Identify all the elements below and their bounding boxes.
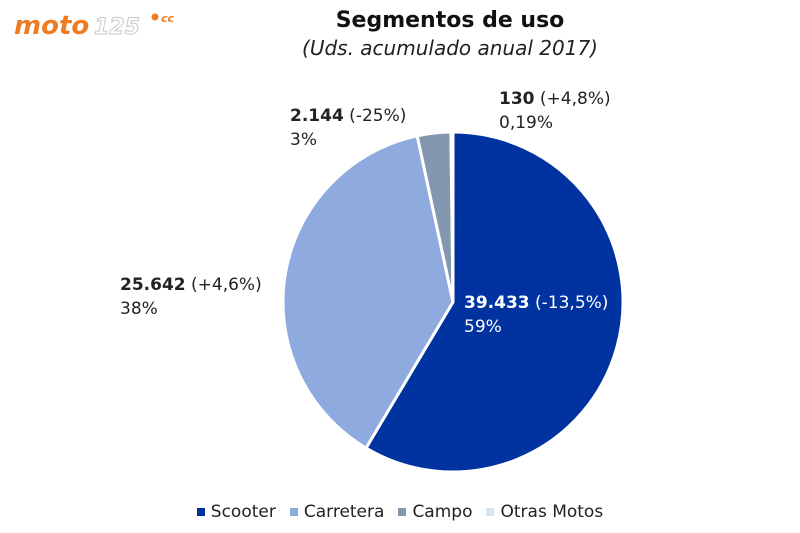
- pie-slice-carretera: [281, 134, 455, 450]
- percent-label-campo: 3%: [290, 130, 317, 150]
- legend-swatch-carretera: [289, 508, 298, 516]
- percent-label-otras-motos: 0,19%: [499, 113, 553, 133]
- percent-label-carretera: 38%: [120, 299, 158, 319]
- legend-item-otras-motos: Otras Motos: [486, 502, 603, 522]
- legend-item-campo: Campo: [398, 502, 472, 522]
- logo-dot-icon: [151, 13, 159, 21]
- legend-item-scooter: Scooter: [196, 502, 276, 522]
- pie-slice-scooter: [364, 130, 625, 474]
- data-label-campo: 2.144 (-25%): [290, 106, 406, 126]
- logo-text-number: 125: [94, 15, 140, 40]
- chart-title: Segmentos de uso: [335, 8, 565, 33]
- moto125-logo: moto 125 cc: [14, 11, 175, 40]
- percent-label-scooter: 59%: [464, 317, 502, 337]
- legend-swatch-scooter: [196, 508, 205, 516]
- legend-label-otras-motos: Otras Motos: [500, 502, 604, 522]
- data-label-scooter: 39.433 (-13,5%): [464, 293, 608, 313]
- legend-label-campo: Campo: [412, 502, 473, 522]
- legend-label-scooter: Scooter: [210, 502, 276, 522]
- data-label-carretera: 25.642 (+4,6%): [120, 275, 262, 295]
- pie-slice-otras-motos: [449, 130, 455, 304]
- logo-text-cc: cc: [161, 12, 175, 25]
- legend-swatch-campo: [398, 508, 407, 516]
- data-label-otras-motos: 130 (+4,8%): [499, 89, 611, 109]
- logo-text-main: moto: [14, 11, 89, 40]
- chart-subtitle: (Uds. acumulado anual 2017): [302, 36, 598, 60]
- legend-label-carretera: Carretera: [303, 502, 385, 522]
- legend-item-carretera: Carretera: [289, 502, 385, 522]
- chart-legend: Scooter Carretera Campo Otras Motos: [0, 502, 800, 522]
- legend-swatch-otras-motos: [486, 508, 495, 516]
